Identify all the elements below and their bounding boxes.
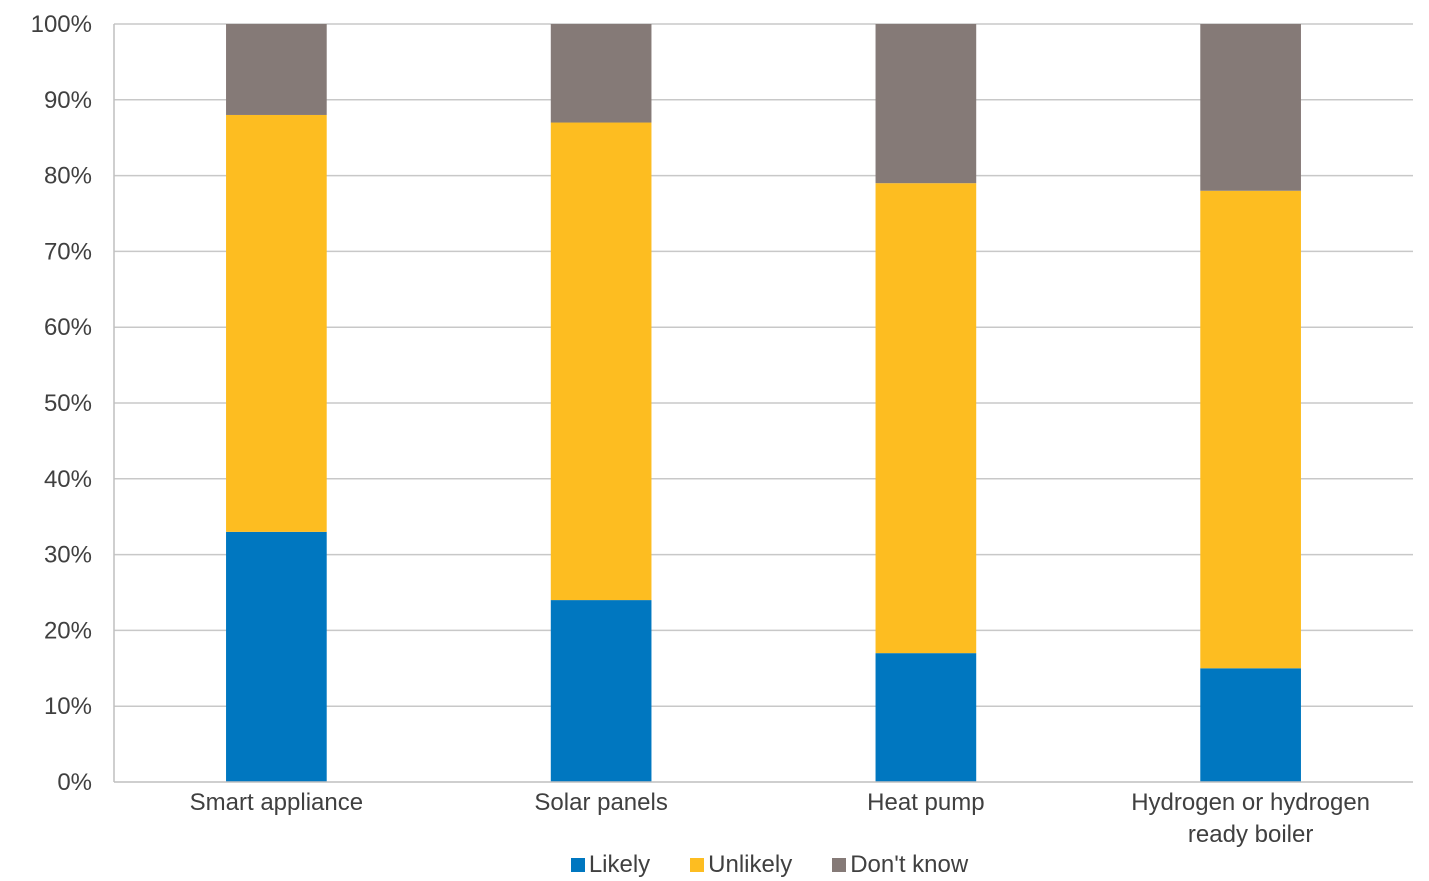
legend-swatch	[832, 858, 847, 872]
bar-segment	[875, 183, 977, 654]
y-tick-labels: 0% 10% 20% 30% 40% 50% 60% 70% 80% 90% 100%	[31, 11, 92, 796]
bar-segment	[1200, 190, 1301, 669]
x-tick-label: Smart appliance	[190, 789, 363, 816]
x-tick-labels: Smart appliance Solar panels Heat pump Hydr…	[190, 789, 1370, 848]
legend-swatch	[690, 858, 705, 872]
legend-label: Don't know	[850, 851, 969, 878]
bar-segment	[226, 24, 327, 115]
legend-swatch	[570, 858, 585, 872]
legend-item: Likely	[570, 851, 651, 879]
bar-segment	[550, 600, 652, 782]
x-tick-label: ready boiler	[1188, 821, 1313, 848]
bar-segment	[226, 531, 327, 782]
y-tick-label: 0%	[57, 769, 92, 796]
gridlines	[114, 23, 1413, 707]
bar-segment	[1200, 668, 1301, 782]
y-tick-label: 10%	[44, 693, 92, 720]
bar-segment	[1200, 24, 1301, 191]
y-tick-label: 90%	[44, 87, 92, 114]
bar-segment	[226, 114, 327, 532]
bar-segment	[550, 122, 652, 601]
y-tick-label: 80%	[44, 163, 92, 190]
chart-canvas: 0% 10% 20% 30% 40% 50% 60% 70% 80% 90% 100% Smart …	[31, 11, 1413, 848]
bars	[226, 24, 1301, 782]
legend-label: Likely	[588, 851, 651, 878]
legend-item: Don't know	[832, 851, 968, 879]
y-tick-label: 50%	[44, 390, 92, 417]
legend: Likely Unlikely Don't know	[0, 850, 1429, 880]
bar-segment	[550, 24, 652, 123]
bar-segment	[875, 653, 977, 782]
x-tick-label: Heat pump	[867, 789, 984, 816]
x-tick-label: Solar panels	[534, 789, 667, 816]
y-tick-label: 40%	[44, 466, 92, 493]
bar-segment	[875, 24, 977, 184]
y-tick-label: 60%	[44, 314, 92, 341]
y-tick-label: 70%	[44, 238, 92, 265]
x-tick-label: Hydrogen or hydrogen	[1131, 789, 1370, 816]
y-tick-label: 20%	[44, 617, 92, 644]
axes	[113, 24, 1413, 783]
y-tick-label: 30%	[44, 542, 92, 569]
y-tick-label: 100%	[31, 11, 92, 38]
legend-label: Unlikely	[708, 851, 793, 878]
legend-item: Unlikely	[690, 851, 792, 879]
